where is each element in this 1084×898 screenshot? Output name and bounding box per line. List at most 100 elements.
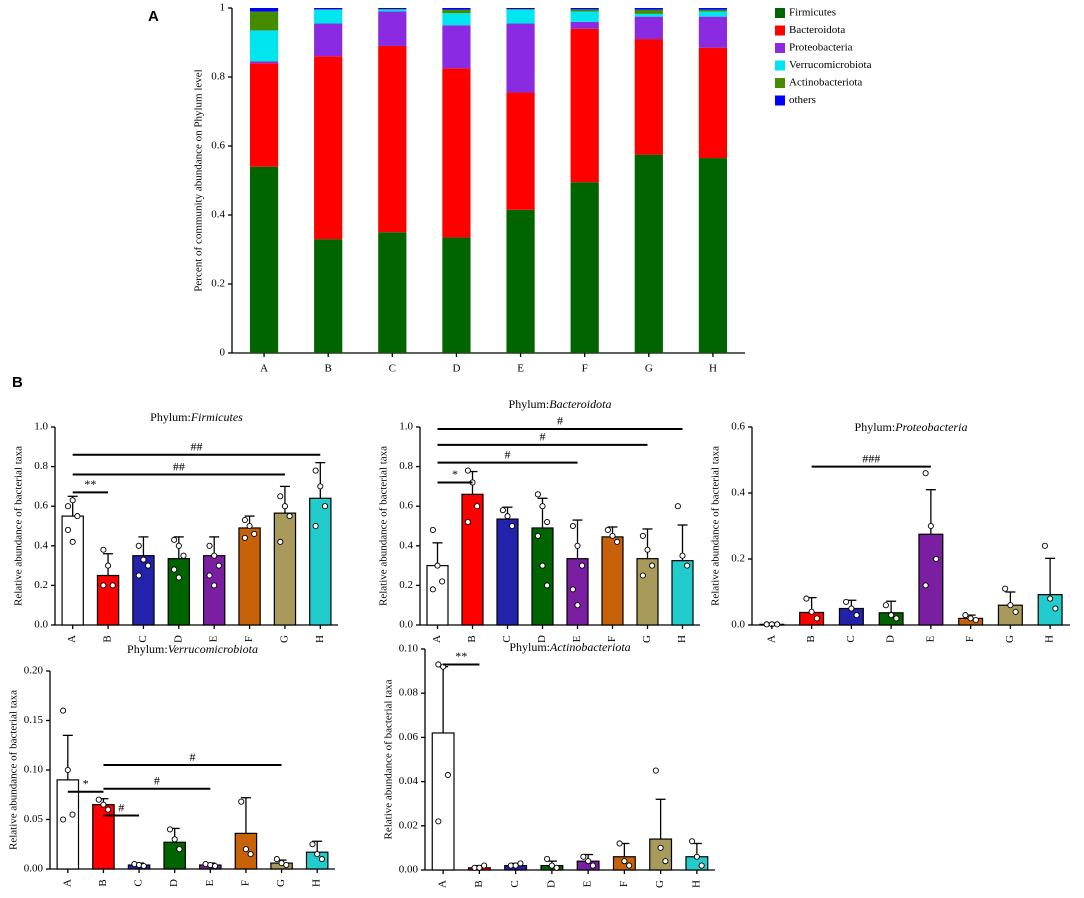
x-tick-label: E bbox=[204, 879, 216, 886]
bar-segment bbox=[634, 39, 663, 155]
data-point bbox=[763, 621, 770, 628]
bar bbox=[918, 533, 944, 626]
data-point bbox=[539, 503, 546, 510]
data-point bbox=[100, 801, 107, 808]
x-tick-label: B bbox=[97, 879, 109, 886]
bar-segment bbox=[634, 13, 663, 17]
data-point bbox=[277, 493, 284, 500]
x-tick-label: C bbox=[501, 635, 513, 642]
x-tick-label: G bbox=[278, 635, 290, 643]
x-tick-label: A bbox=[66, 635, 78, 643]
legend-label: Firmicutes bbox=[789, 7, 836, 19]
x-tick-label: D bbox=[172, 635, 184, 643]
y-tick-label: 0.20 bbox=[24, 665, 44, 677]
data-point bbox=[435, 818, 442, 825]
x-tick-label: A bbox=[431, 635, 443, 643]
x-tick-label: F bbox=[243, 636, 255, 642]
y-tick-label: 0.4 bbox=[211, 209, 225, 221]
bar-segment bbox=[570, 182, 599, 353]
y-tick-label: 0.6 bbox=[399, 500, 413, 512]
data-point bbox=[206, 542, 213, 549]
bar-segment bbox=[249, 30, 279, 62]
data-point bbox=[689, 838, 696, 845]
bar bbox=[273, 512, 297, 626]
bar-segment bbox=[378, 232, 407, 353]
data-point bbox=[927, 522, 934, 530]
y-tick-label: 1.0 bbox=[34, 421, 48, 433]
data-point bbox=[211, 582, 218, 589]
data-point bbox=[140, 556, 147, 563]
x-tick-label: C bbox=[389, 363, 396, 375]
data-point bbox=[843, 598, 850, 605]
x-tick-label: D bbox=[545, 880, 557, 888]
title-taxon: Firmicutes bbox=[190, 410, 243, 424]
data-point bbox=[972, 617, 979, 624]
title-text: Phylum: bbox=[509, 640, 550, 654]
bar-segment bbox=[249, 8, 279, 12]
data-point bbox=[544, 855, 551, 863]
significance-label: # bbox=[505, 447, 511, 461]
data-point bbox=[176, 846, 183, 853]
data-point bbox=[512, 862, 519, 869]
data-point bbox=[853, 612, 860, 619]
data-point bbox=[569, 586, 576, 593]
bar-segment bbox=[442, 25, 471, 69]
data-point bbox=[434, 562, 441, 569]
y-tick-label: 0.4 bbox=[34, 539, 48, 551]
bar bbox=[671, 560, 694, 626]
data-point bbox=[585, 858, 592, 865]
data-point bbox=[553, 864, 560, 871]
data-point bbox=[621, 858, 628, 865]
legend-swatch bbox=[775, 95, 785, 106]
legend-swatch bbox=[775, 78, 785, 88]
data-point bbox=[60, 816, 67, 823]
bar-segment bbox=[506, 9, 535, 24]
data-point bbox=[614, 538, 621, 545]
significance-label: ## bbox=[191, 439, 203, 453]
data-point bbox=[273, 856, 280, 863]
bar-segment bbox=[249, 11, 279, 31]
y-tick-label: 0.8 bbox=[211, 71, 225, 83]
y-axis-label: Relative abundance of bacterial taxa bbox=[378, 446, 390, 606]
bar bbox=[56, 779, 80, 870]
data-point bbox=[286, 513, 293, 520]
data-point bbox=[609, 532, 616, 539]
data-point bbox=[1002, 585, 1009, 592]
data-point bbox=[95, 796, 102, 803]
bar-segment bbox=[570, 28, 599, 183]
bar-segment bbox=[442, 237, 471, 353]
bar bbox=[61, 515, 84, 626]
y-tick-label: 0.10 bbox=[399, 643, 419, 655]
bar bbox=[601, 536, 624, 626]
bar-segment bbox=[570, 21, 599, 29]
panel-label: B bbox=[12, 374, 23, 391]
bar bbox=[649, 838, 673, 871]
bar-segment bbox=[698, 16, 728, 48]
x-tick-label: H bbox=[709, 363, 717, 375]
data-point bbox=[474, 503, 481, 510]
data-point bbox=[135, 542, 142, 549]
data-point bbox=[69, 538, 76, 545]
y-axis-label: Relative abundance of bacterial taxa bbox=[710, 446, 722, 606]
x-tick-label: E bbox=[571, 635, 583, 642]
x-tick-label: H bbox=[311, 879, 323, 887]
x-tick-label: D bbox=[452, 363, 460, 375]
significance-label: # bbox=[540, 430, 546, 444]
x-tick-label: C bbox=[509, 880, 521, 887]
y-tick-label: 0.00 bbox=[24, 863, 44, 875]
bar-segment bbox=[314, 8, 343, 10]
data-point bbox=[312, 522, 319, 530]
title-taxon: Verrucomicrobiota bbox=[168, 642, 258, 656]
bar-segment bbox=[249, 166, 279, 353]
data-point bbox=[145, 562, 152, 569]
data-point bbox=[64, 766, 71, 774]
data-point bbox=[175, 542, 182, 549]
data-point bbox=[309, 841, 316, 848]
data-point bbox=[639, 572, 646, 579]
x-tick-label: B bbox=[473, 880, 485, 887]
data-point bbox=[464, 518, 471, 526]
data-point bbox=[539, 562, 546, 569]
y-axis-label: Relative abundance of bacterial taxa bbox=[13, 446, 25, 606]
x-tick-label: H bbox=[1044, 635, 1056, 643]
